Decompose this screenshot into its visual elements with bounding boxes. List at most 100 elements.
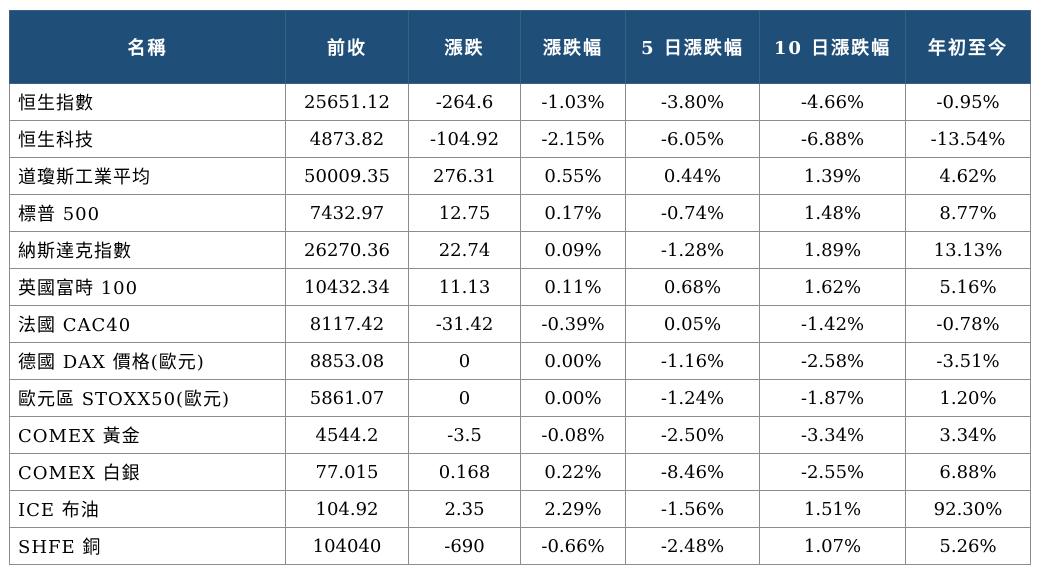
table-row: 納斯達克指數 26270.36 22.74 0.09% -1.28% 1.89% 13.13…: [9, 231, 1031, 269]
cell-change: 12.75: [408, 194, 521, 232]
header-change-pct: 漲跌幅: [520, 10, 626, 84]
cell-change: -104.92: [408, 120, 521, 158]
cell-10d-change-pct: 1.07%: [759, 527, 906, 565]
cell-10d-change-pct: 1.51%: [759, 490, 906, 528]
cell-change-pct: -0.08%: [520, 416, 626, 454]
cell-prev-close: 4544.2: [285, 416, 409, 454]
cell-5d-change-pct: -2.50%: [625, 416, 760, 454]
cell-ytd: 4.62%: [905, 157, 1031, 195]
cell-change-pct: 0.22%: [520, 453, 626, 491]
cell-change-pct: 0.09%: [520, 231, 626, 269]
cell-5d-change-pct: -1.56%: [625, 490, 760, 528]
cell-10d-change-pct: -3.34%: [759, 416, 906, 454]
cell-10d-change-pct: -1.42%: [759, 305, 906, 343]
cell-10d-change-pct: 1.39%: [759, 157, 906, 195]
cell-5d-change-pct: -3.80%: [625, 83, 760, 121]
cell-10d-change-pct: 1.48%: [759, 194, 906, 232]
table-row: 歐元區 STOXX50(歐元) 5861.07 0 0.00% -1.24% -1.87%…: [9, 379, 1031, 417]
table-row: 恒生指數 25651.12 -264.6 -1.03% -3.80% -4.66% -0.9…: [9, 83, 1031, 121]
cell-ytd: -0.95%: [905, 83, 1031, 121]
table-row: COMEX 白銀 77.015 0.168 0.22% -8.46% -2.55% 6.88…: [9, 453, 1031, 491]
table-row: 標普 500 7432.97 12.75 0.17% -0.74% 1.48% 8.77%: [9, 194, 1031, 232]
cell-change: -264.6: [408, 83, 521, 121]
table-row: SHFE 銅 104040 -690 -0.66% -2.48% 1.07% 5.26%: [9, 527, 1031, 565]
cell-5d-change-pct: -6.05%: [625, 120, 760, 158]
cell-5d-change-pct: -2.48%: [625, 527, 760, 565]
table-row: 法國 CAC40 8117.42 -31.42 -0.39% 0.05% -1.42% -0…: [9, 305, 1031, 343]
table-row: 英國富時 100 10432.34 11.13 0.11% 0.68% 1.62% 5.16…: [9, 268, 1031, 306]
cell-ytd: 13.13%: [905, 231, 1031, 269]
cell-ytd: -0.78%: [905, 305, 1031, 343]
cell-ytd: 5.26%: [905, 527, 1031, 565]
cell-prev-close: 104040: [285, 527, 409, 565]
cell-change-pct: -2.15%: [520, 120, 626, 158]
cell-change: 0.168: [408, 453, 521, 491]
cell-name: 法國 CAC40: [9, 305, 286, 343]
cell-name: SHFE 銅: [9, 527, 286, 565]
cell-5d-change-pct: -1.16%: [625, 342, 760, 380]
header-10d-change-pct: 10 日漲跌幅: [759, 10, 906, 84]
cell-prev-close: 104.92: [285, 490, 409, 528]
cell-name: 標普 500: [9, 194, 286, 232]
cell-5d-change-pct: 0.44%: [625, 157, 760, 195]
cell-ytd: 8.77%: [905, 194, 1031, 232]
cell-change: -3.5: [408, 416, 521, 454]
cell-name: COMEX 白銀: [9, 453, 286, 491]
header-prev-close: 前收: [285, 10, 409, 84]
cell-prev-close: 77.015: [285, 453, 409, 491]
cell-10d-change-pct: -2.55%: [759, 453, 906, 491]
cell-name: 納斯達克指數: [9, 231, 286, 269]
cell-10d-change-pct: -2.58%: [759, 342, 906, 380]
cell-ytd: 3.34%: [905, 416, 1031, 454]
cell-prev-close: 10432.34: [285, 268, 409, 306]
cell-change: 0: [408, 342, 521, 380]
cell-5d-change-pct: -1.24%: [625, 379, 760, 417]
cell-ytd: 6.88%: [905, 453, 1031, 491]
cell-name: COMEX 黃金: [9, 416, 286, 454]
cell-10d-change-pct: -6.88%: [759, 120, 906, 158]
table-row: 道瓊斯工業平均 50009.35 276.31 0.55% 0.44% 1.39% 4.62…: [9, 157, 1031, 195]
cell-change: -690: [408, 527, 521, 565]
cell-name: 德國 DAX 價格(歐元): [9, 342, 286, 380]
cell-ytd: 92.30%: [905, 490, 1031, 528]
cell-prev-close: 26270.36: [285, 231, 409, 269]
cell-ytd: -13.54%: [905, 120, 1031, 158]
cell-change-pct: 0.00%: [520, 379, 626, 417]
cell-5d-change-pct: 0.05%: [625, 305, 760, 343]
cell-change: 22.74: [408, 231, 521, 269]
table-row: 恒生科技 4873.82 -104.92 -2.15% -6.05% -6.88% -13.…: [9, 120, 1031, 158]
cell-ytd: 1.20%: [905, 379, 1031, 417]
table-body: 恒生指數 25651.12 -264.6 -1.03% -3.80% -4.66% -0.9…: [9, 83, 1031, 565]
cell-ytd: -3.51%: [905, 342, 1031, 380]
cell-5d-change-pct: -8.46%: [625, 453, 760, 491]
cell-5d-change-pct: -1.28%: [625, 231, 760, 269]
cell-change-pct: 2.29%: [520, 490, 626, 528]
table-row: 德國 DAX 價格(歐元) 8853.08 0 0.00% -1.16% -2.58% -3…: [9, 342, 1031, 380]
cell-prev-close: 8117.42: [285, 305, 409, 343]
header-change: 漲跌: [408, 10, 521, 84]
cell-change-pct: 0.00%: [520, 342, 626, 380]
cell-change-pct: -1.03%: [520, 83, 626, 121]
market-summary-table: 名稱 前收 漲跌 漲跌幅 5 日漲跌幅 10 日漲跌幅 年初至今 恒生指數 256…: [9, 10, 1031, 565]
cell-change: 0: [408, 379, 521, 417]
header-5d-change-pct: 5 日漲跌幅: [625, 10, 760, 84]
header-name: 名稱: [9, 10, 286, 84]
cell-ytd: 5.16%: [905, 268, 1031, 306]
cell-prev-close: 25651.12: [285, 83, 409, 121]
cell-10d-change-pct: 1.89%: [759, 231, 906, 269]
cell-name: 道瓊斯工業平均: [9, 157, 286, 195]
cell-prev-close: 8853.08: [285, 342, 409, 380]
cell-prev-close: 7432.97: [285, 194, 409, 232]
cell-change: -31.42: [408, 305, 521, 343]
cell-change: 2.35: [408, 490, 521, 528]
cell-name: 英國富時 100: [9, 268, 286, 306]
cell-name: 恒生指數: [9, 83, 286, 121]
cell-name: 恒生科技: [9, 120, 286, 158]
cell-change: 276.31: [408, 157, 521, 195]
cell-name: 歐元區 STOXX50(歐元): [9, 379, 286, 417]
table-row: ICE 布油 104.92 2.35 2.29% -1.56% 1.51% 92.30%: [9, 490, 1031, 528]
cell-change-pct: 0.55%: [520, 157, 626, 195]
cell-10d-change-pct: 1.62%: [759, 268, 906, 306]
cell-prev-close: 50009.35: [285, 157, 409, 195]
cell-prev-close: 5861.07: [285, 379, 409, 417]
